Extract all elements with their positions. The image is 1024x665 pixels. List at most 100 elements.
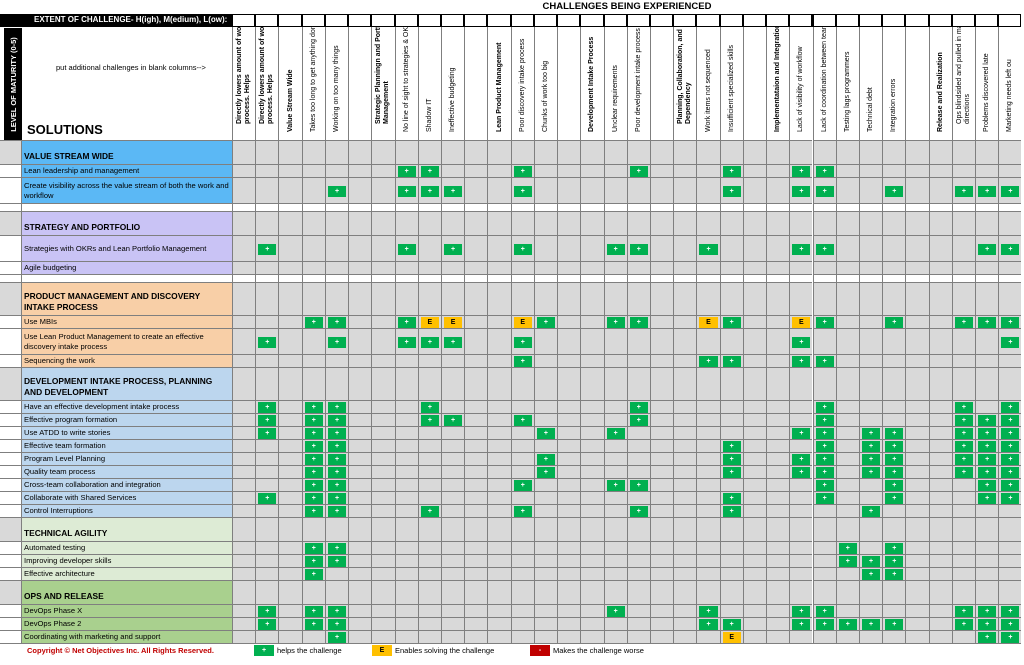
matrix-cell[interactable] xyxy=(742,400,767,413)
matrix-cell[interactable] xyxy=(649,164,674,177)
matrix-cell[interactable] xyxy=(464,140,488,164)
matrix-cell[interactable]: + xyxy=(394,177,418,203)
extent-input-cell[interactable] xyxy=(813,15,835,26)
matrix-cell[interactable] xyxy=(766,235,790,261)
matrix-cell[interactable] xyxy=(324,203,349,211)
matrix-cell[interactable]: + xyxy=(789,604,813,617)
matrix-cell[interactable]: + xyxy=(417,164,441,177)
matrix-cell[interactable] xyxy=(232,140,256,164)
matrix-cell[interactable] xyxy=(232,235,256,261)
matrix-cell[interactable] xyxy=(278,554,302,567)
matrix-cell[interactable] xyxy=(626,354,650,367)
extent-input-cell[interactable] xyxy=(349,15,371,26)
matrix-cell[interactable] xyxy=(232,328,256,354)
matrix-cell[interactable] xyxy=(858,328,883,354)
matrix-cell[interactable]: + xyxy=(812,617,836,630)
matrix-cell[interactable] xyxy=(905,274,929,282)
matrix-cell[interactable] xyxy=(673,541,697,554)
matrix-cell[interactable] xyxy=(928,517,952,541)
matrix-cell[interactable] xyxy=(394,426,418,439)
matrix-cell[interactable]: + xyxy=(858,617,883,630)
matrix-cell[interactable] xyxy=(510,630,534,643)
matrix-cell[interactable]: + xyxy=(975,478,999,491)
maturity-cell[interactable] xyxy=(0,567,22,580)
matrix-cell[interactable] xyxy=(371,491,395,504)
matrix-cell[interactable] xyxy=(649,140,674,164)
matrix-cell[interactable] xyxy=(580,400,604,413)
matrix-cell[interactable] xyxy=(696,426,720,439)
matrix-cell[interactable] xyxy=(673,400,697,413)
matrix-cell[interactable] xyxy=(928,452,952,465)
matrix-cell[interactable] xyxy=(928,282,952,315)
matrix-cell[interactable] xyxy=(440,140,465,164)
matrix-cell[interactable] xyxy=(394,517,418,541)
extent-input-cell[interactable] xyxy=(558,15,580,26)
matrix-cell[interactable] xyxy=(440,541,465,554)
matrix-cell[interactable] xyxy=(464,261,488,274)
matrix-cell[interactable] xyxy=(394,413,418,426)
matrix-cell[interactable] xyxy=(812,504,836,517)
matrix-cell[interactable] xyxy=(951,235,976,261)
matrix-cell[interactable]: + xyxy=(975,426,999,439)
matrix-cell[interactable] xyxy=(696,567,720,580)
matrix-cell[interactable] xyxy=(696,478,720,491)
matrix-cell[interactable] xyxy=(557,554,581,567)
matrix-cell[interactable] xyxy=(255,203,279,211)
matrix-cell[interactable] xyxy=(278,203,302,211)
matrix-cell[interactable] xyxy=(580,328,604,354)
matrix-cell[interactable]: + xyxy=(951,617,976,630)
matrix-cell[interactable] xyxy=(557,604,581,617)
matrix-cell[interactable] xyxy=(232,203,256,211)
matrix-cell[interactable] xyxy=(998,541,1022,554)
matrix-cell[interactable] xyxy=(742,413,767,426)
matrix-cell[interactable]: + xyxy=(951,177,976,203)
matrix-cell[interactable] xyxy=(649,400,674,413)
matrix-cell[interactable] xyxy=(998,517,1022,541)
matrix-cell[interactable] xyxy=(603,261,627,274)
matrix-cell[interactable] xyxy=(649,315,674,328)
matrix-cell[interactable] xyxy=(487,177,511,203)
matrix-cell[interactable]: + xyxy=(301,554,325,567)
matrix-cell[interactable] xyxy=(673,567,697,580)
maturity-cell[interactable] xyxy=(0,328,22,354)
matrix-cell[interactable]: + xyxy=(789,164,813,177)
matrix-cell[interactable] xyxy=(232,354,256,367)
matrix-cell[interactable] xyxy=(928,580,952,604)
matrix-cell[interactable] xyxy=(766,354,790,367)
matrix-cell[interactable] xyxy=(324,211,349,235)
matrix-cell[interactable] xyxy=(301,367,325,400)
matrix-cell[interactable] xyxy=(533,439,558,452)
matrix-cell[interactable] xyxy=(278,328,302,354)
matrix-cell[interactable] xyxy=(998,554,1022,567)
matrix-cell[interactable] xyxy=(905,282,929,315)
matrix-cell[interactable] xyxy=(510,261,534,274)
maturity-cell[interactable] xyxy=(0,439,22,452)
matrix-cell[interactable] xyxy=(371,567,395,580)
matrix-cell[interactable] xyxy=(324,354,349,367)
matrix-cell[interactable] xyxy=(905,439,929,452)
matrix-cell[interactable] xyxy=(324,274,349,282)
matrix-cell[interactable] xyxy=(626,617,650,630)
matrix-cell[interactable] xyxy=(905,315,929,328)
matrix-cell[interactable] xyxy=(440,580,465,604)
matrix-cell[interactable] xyxy=(975,211,999,235)
matrix-cell[interactable]: + xyxy=(812,164,836,177)
matrix-cell[interactable] xyxy=(580,354,604,367)
matrix-cell[interactable]: + xyxy=(324,617,349,630)
matrix-cell[interactable] xyxy=(394,465,418,478)
matrix-cell[interactable] xyxy=(440,274,465,282)
matrix-cell[interactable]: + xyxy=(510,328,534,354)
matrix-cell[interactable]: + xyxy=(533,452,558,465)
matrix-cell[interactable]: + xyxy=(951,400,976,413)
matrix-cell[interactable] xyxy=(371,164,395,177)
matrix-cell[interactable] xyxy=(417,203,441,211)
matrix-cell[interactable] xyxy=(673,517,697,541)
matrix-cell[interactable] xyxy=(928,426,952,439)
matrix-cell[interactable] xyxy=(812,517,836,541)
matrix-cell[interactable] xyxy=(626,282,650,315)
extent-input-cell[interactable] xyxy=(790,15,812,26)
matrix-cell[interactable] xyxy=(905,452,929,465)
matrix-cell[interactable] xyxy=(464,426,488,439)
matrix-cell[interactable] xyxy=(998,140,1022,164)
matrix-cell[interactable]: + xyxy=(626,400,650,413)
